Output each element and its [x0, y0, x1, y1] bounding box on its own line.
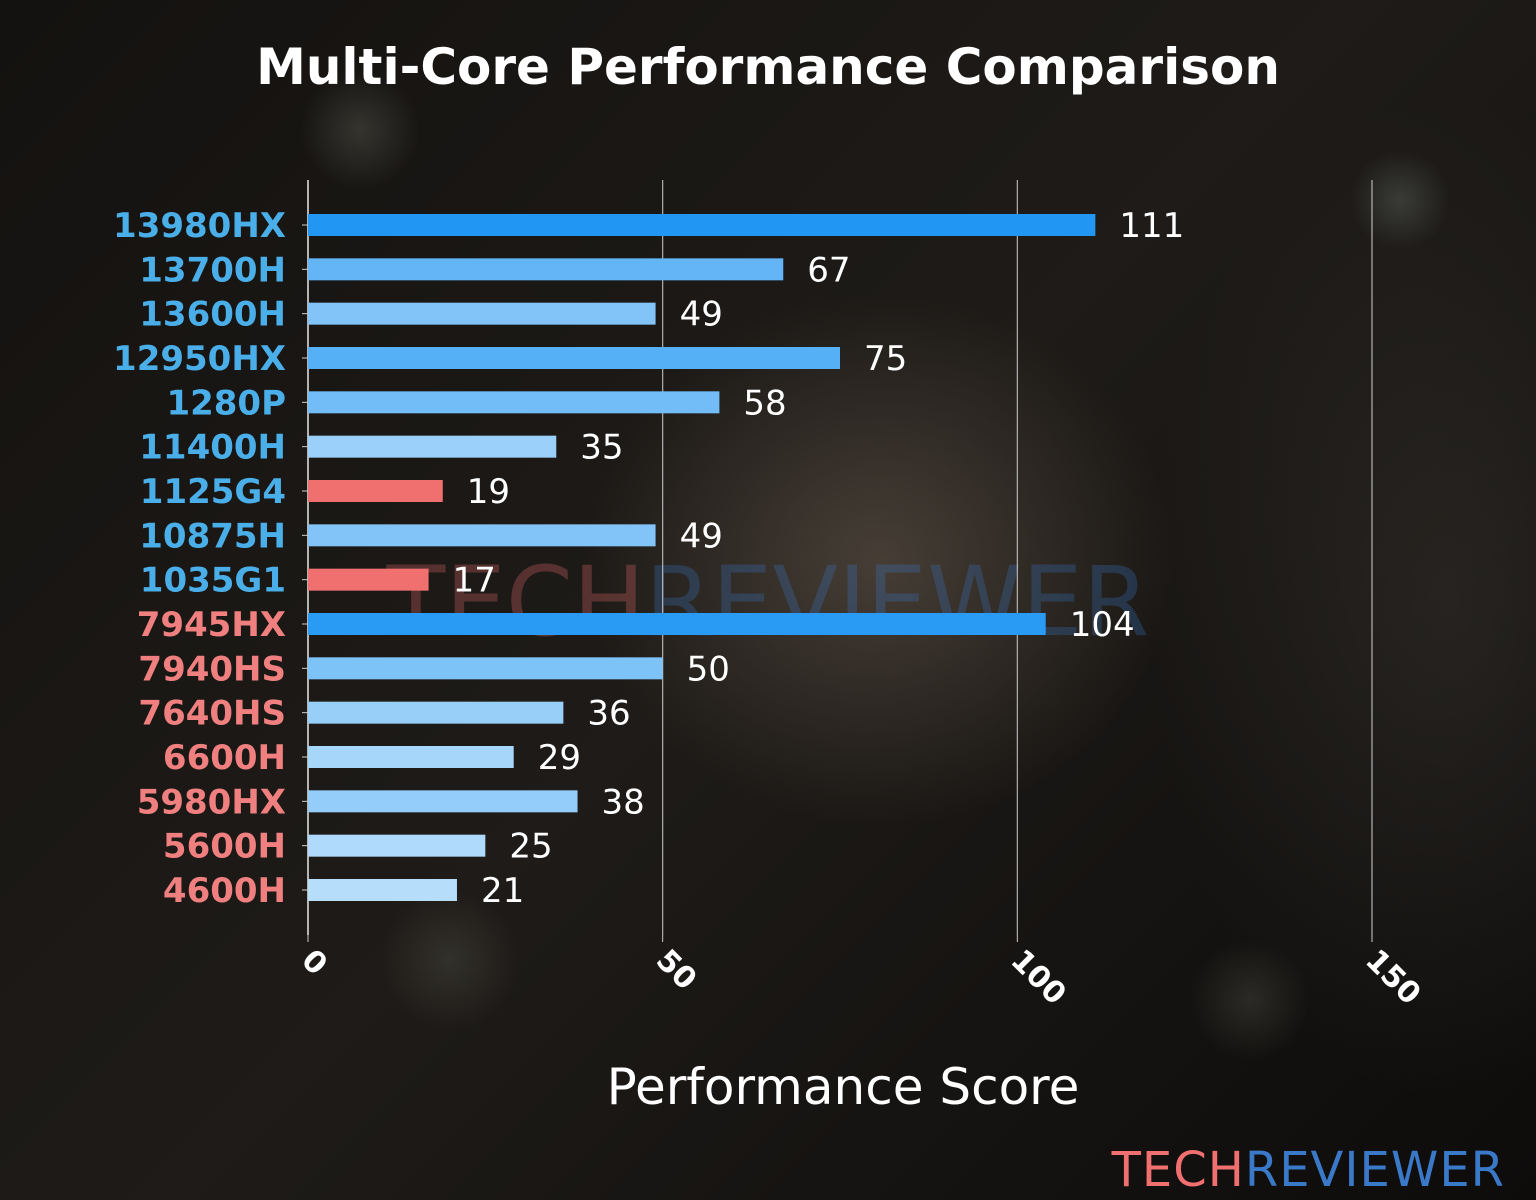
category-label: 11400H [139, 428, 286, 468]
bar [308, 746, 514, 768]
category-label: 13600H [139, 295, 286, 335]
x-tick-label: 0 [294, 943, 334, 983]
category-label: 7945HX [137, 605, 286, 645]
bar [308, 790, 578, 813]
bar [308, 214, 1096, 236]
data-label: 19 [467, 472, 510, 512]
data-label: 36 [587, 694, 630, 734]
bar [308, 480, 443, 502]
bar [308, 391, 720, 414]
data-label: 17 [453, 561, 496, 601]
category-label: 1280P [166, 383, 286, 423]
chart-title: Multi-Core Performance Comparison [256, 38, 1280, 96]
data-label: 67 [807, 250, 850, 290]
category-label: 5600H [163, 827, 286, 867]
data-label: 75 [864, 339, 907, 379]
bar [308, 347, 840, 369]
svg-text:TECHREVIEWER: TECHREVIEWER [1111, 1142, 1505, 1198]
data-label: 58 [743, 383, 786, 423]
category-label: 1035G1 [140, 561, 286, 601]
category-label: 13980HX [113, 206, 286, 246]
data-label: 104 [1070, 605, 1135, 645]
category-label: 7640HS [138, 694, 286, 734]
svg-text:TECHREVIEWER: TECHREVIEWER [386, 546, 1150, 658]
data-label: 50 [687, 649, 730, 689]
category-label: 6600H [163, 738, 286, 778]
category-label: 13700H [139, 250, 286, 290]
x-tick-label: 100 [1004, 943, 1073, 1012]
bar [308, 524, 656, 547]
data-label: 49 [680, 295, 723, 335]
bar [308, 568, 429, 591]
category-label: 7940HS [138, 649, 286, 689]
category-label: 5980HX [137, 782, 286, 822]
category-label: 1125G4 [140, 472, 286, 512]
data-label: 25 [509, 827, 552, 867]
data-label: 49 [680, 516, 723, 556]
bar [308, 879, 457, 901]
category-label: 12950HX [113, 339, 286, 379]
category-label: 4600H [163, 871, 286, 911]
data-label: 38 [602, 782, 645, 822]
data-label: 35 [580, 428, 623, 468]
bar [308, 657, 663, 680]
data-label: 29 [538, 738, 581, 778]
bar [308, 435, 557, 458]
category-label: 10875H [139, 516, 286, 556]
x-tick-label: 50 [649, 943, 703, 997]
watermark-logo: TECHREVIEWER [386, 546, 1150, 658]
x-tick-label: 150 [1358, 943, 1427, 1012]
data-label: 21 [481, 871, 524, 911]
brand-logo: TECHREVIEWER [1111, 1142, 1505, 1198]
bar [308, 302, 656, 325]
data-label: 111 [1119, 206, 1184, 246]
bar [308, 258, 784, 281]
bar [308, 834, 486, 857]
x-axis-label: Performance Score [607, 1058, 1080, 1116]
bar [308, 701, 564, 724]
bar [308, 613, 1046, 635]
